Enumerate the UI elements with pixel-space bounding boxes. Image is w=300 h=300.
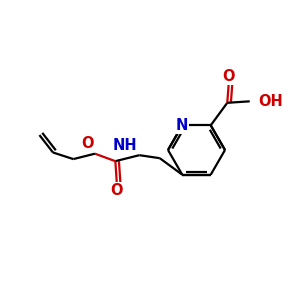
Text: O: O <box>81 136 94 151</box>
Text: O: O <box>111 183 123 198</box>
Text: NH: NH <box>112 138 137 153</box>
Text: O: O <box>223 69 235 84</box>
Text: N: N <box>176 118 188 133</box>
Text: OH: OH <box>258 94 283 109</box>
